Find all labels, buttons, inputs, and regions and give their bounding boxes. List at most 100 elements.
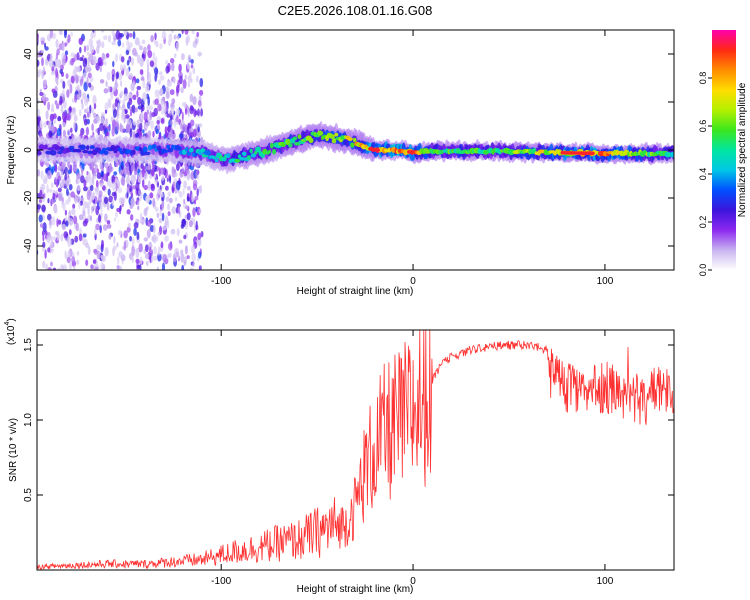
noise-point: [76, 259, 80, 265]
noise-point: [70, 52, 75, 58]
noise-point: [108, 181, 113, 189]
noise-point: [143, 184, 148, 191]
noise-point: [166, 79, 170, 88]
noise-point: [89, 104, 92, 114]
noise-point: [111, 41, 117, 46]
noise-point: [56, 231, 60, 242]
noise-point: [99, 64, 103, 73]
snr-scale-exponent: 4: [4, 322, 11, 326]
ridge-core: [212, 156, 217, 160]
noise-point: [172, 129, 175, 135]
noise-point: [140, 76, 145, 81]
noise-point: [102, 224, 108, 231]
noise-point: [50, 242, 53, 247]
noise-point: [164, 220, 167, 230]
noise-point: [104, 102, 109, 112]
noise-point: [126, 175, 130, 185]
noise-point: [100, 112, 105, 117]
noise-point: [98, 194, 102, 204]
noise-point: [156, 128, 159, 134]
ridge-core: [188, 147, 194, 153]
noise-point: [62, 129, 66, 138]
ridge-core: [246, 155, 251, 161]
noise-point: [181, 218, 186, 225]
noise-point: [43, 174, 48, 184]
noise-point: [147, 50, 153, 59]
ridge-core: [249, 148, 253, 154]
svg-text:(x104): (x104): [4, 318, 17, 345]
noise-point: [182, 123, 187, 132]
noise-point: [107, 168, 112, 173]
noise-point: [152, 197, 156, 208]
ridge-core: [297, 134, 302, 139]
noise-point: [171, 98, 176, 105]
noise-point: [139, 212, 143, 222]
noise-point: [175, 163, 180, 172]
noise-point: [190, 64, 194, 69]
noise-point: [66, 89, 70, 98]
noise-point: [54, 100, 58, 105]
noise-point: [182, 187, 185, 196]
noise-point: [85, 176, 90, 184]
noise-point: [41, 57, 44, 67]
noise-point: [93, 248, 98, 254]
ridge-core: [163, 149, 169, 153]
noise-point: [63, 30, 67, 39]
noise-point: [69, 83, 73, 94]
noise-point: [61, 223, 67, 231]
noise-point: [189, 105, 194, 115]
noise-point: [149, 192, 154, 199]
noise-point: [157, 246, 161, 256]
ridge-core: [328, 134, 336, 139]
noise-point: [114, 98, 118, 107]
noise-point: [176, 35, 180, 40]
noise-point: [58, 100, 63, 106]
noise-point: [151, 249, 153, 257]
noise-point: [147, 44, 151, 51]
noise-point: [52, 192, 56, 200]
ridge-core: [54, 145, 61, 151]
noise-point: [72, 203, 76, 209]
noise-point: [142, 129, 145, 134]
noise-point: [47, 198, 50, 204]
noise-point: [49, 113, 55, 122]
noise-point: [103, 196, 109, 205]
ridge-peak: [409, 150, 414, 154]
noise-point: [75, 86, 80, 92]
ridge-core: [82, 150, 89, 154]
noise-point: [199, 77, 204, 88]
noise-point: [185, 36, 189, 46]
ridge-core: [272, 148, 277, 155]
ridge-core: [239, 156, 245, 161]
noise-point: [144, 122, 149, 129]
noise-point: [116, 207, 121, 213]
noise-point: [117, 256, 120, 265]
noise-point: [119, 33, 124, 38]
noise-point: [104, 109, 108, 114]
ridge-core: [352, 137, 357, 143]
noise-point: [47, 101, 51, 111]
noise-point: [114, 217, 116, 222]
noise-point: [165, 92, 170, 99]
noise-point: [105, 132, 109, 137]
noise-point: [57, 187, 62, 193]
noise-point: [117, 187, 123, 194]
noise-point: [55, 103, 60, 110]
noise-point: [107, 188, 111, 196]
noise-point: [62, 80, 66, 89]
noise-point: [167, 203, 170, 211]
noise-point: [193, 223, 197, 233]
noise-point: [192, 183, 198, 191]
noise-point: [197, 51, 202, 57]
noise-point: [139, 122, 143, 132]
noise-point: [154, 98, 159, 105]
noise-point: [90, 206, 94, 215]
noise-point: [65, 220, 69, 227]
noise-point: [129, 127, 133, 138]
noise-point: [82, 200, 88, 207]
noise-point: [39, 223, 44, 228]
noise-point: [51, 124, 55, 133]
noise-point: [186, 255, 190, 260]
noise-point: [155, 40, 159, 48]
snr-background: [37, 330, 674, 570]
